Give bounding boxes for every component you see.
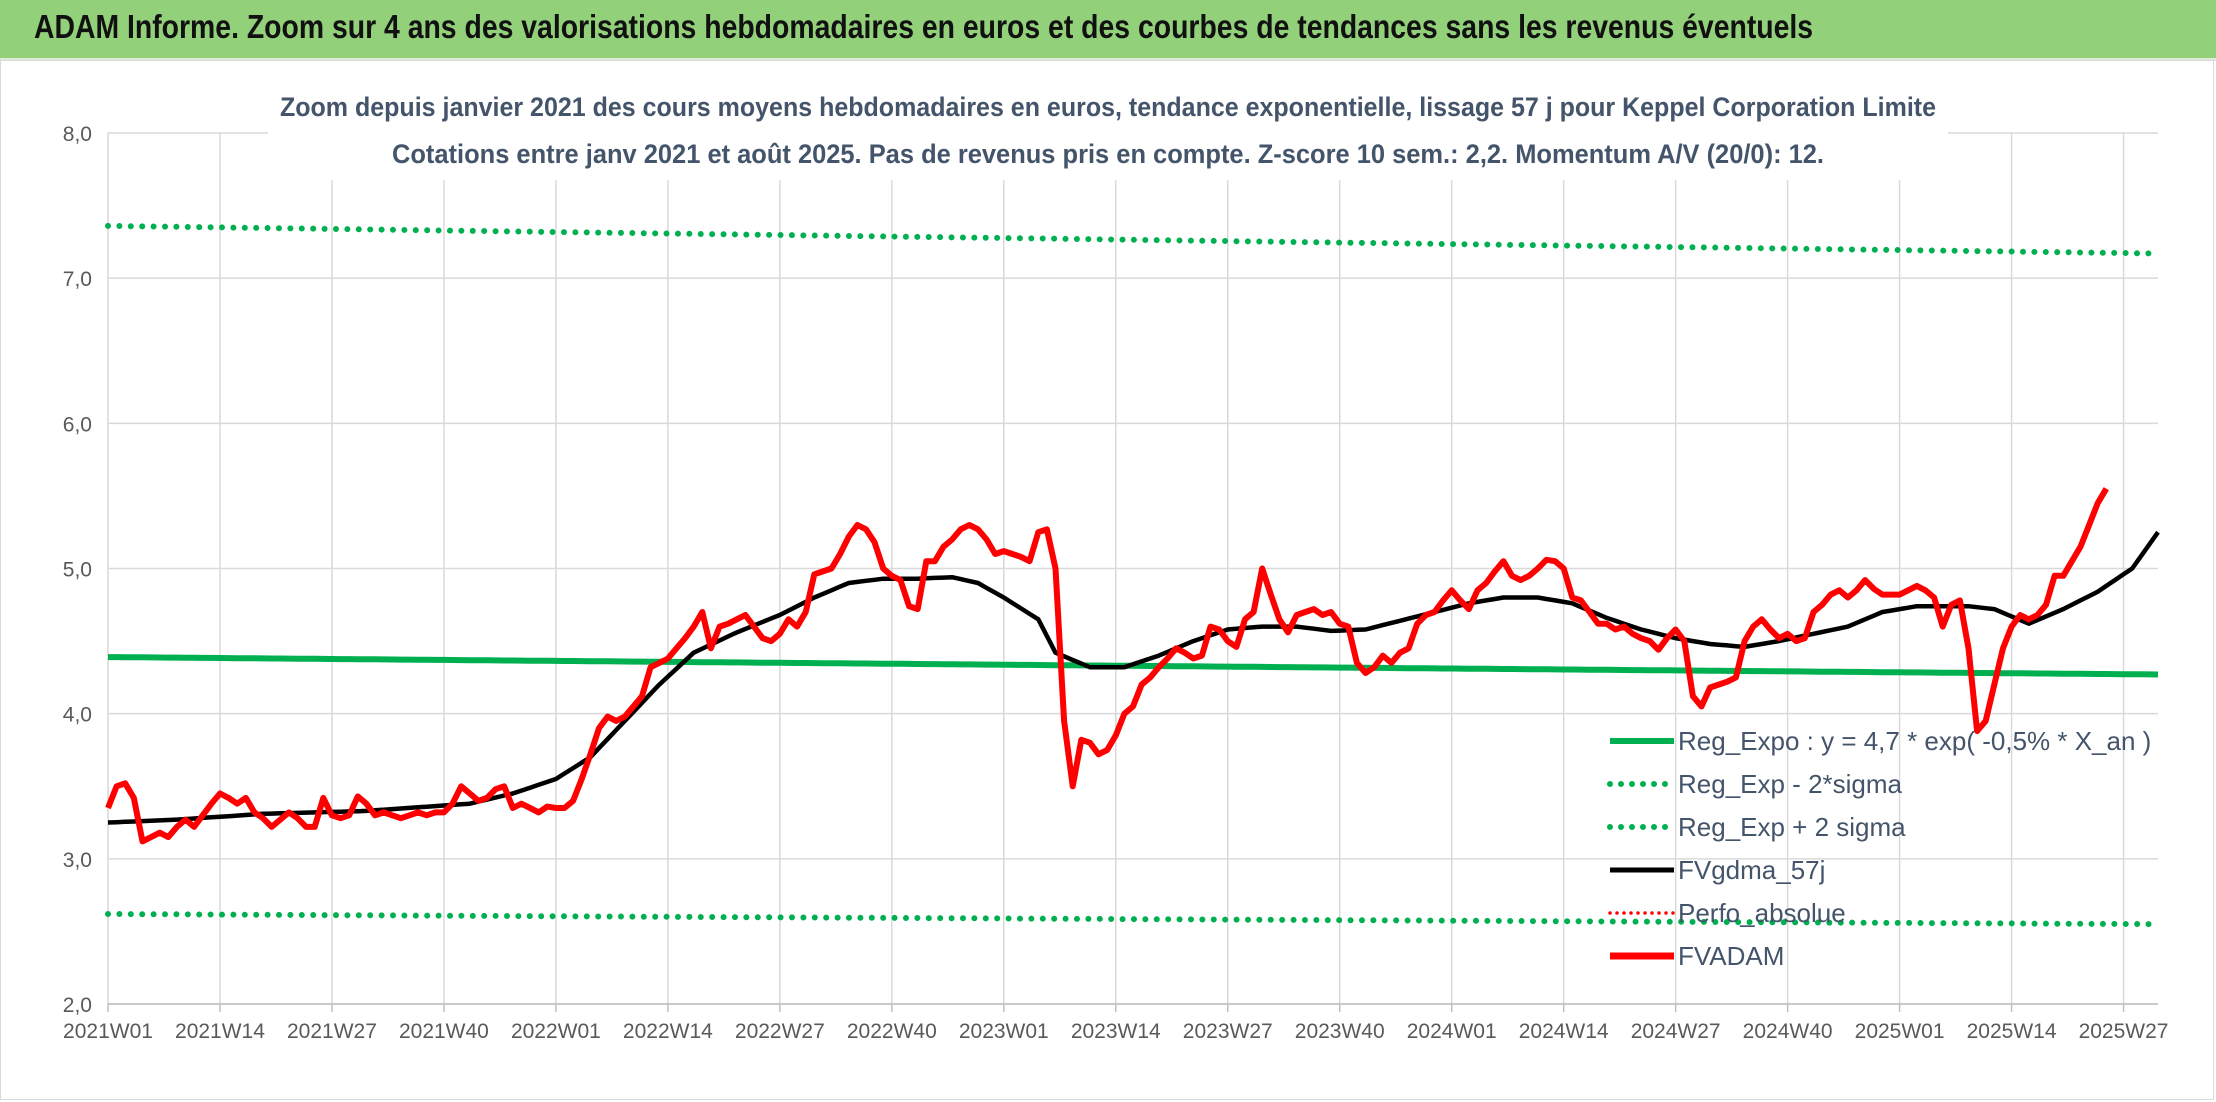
x-tick-label: 2024W27 <box>1631 1020 1721 1043</box>
x-tick-label: 2022W27 <box>735 1020 825 1043</box>
chart-subtitle-line1: Zoom depuis janvier 2021 des cours moyen… <box>280 92 1936 122</box>
legend-label: FVADAM <box>1678 941 1784 971</box>
x-tick-label: 2025W01 <box>1855 1020 1945 1043</box>
y-axis-ticks: 2,0 3,0 4,0 5,0 6,0 7,0 8,0 <box>63 123 92 1017</box>
x-tick-label: 2024W14 <box>1519 1020 1609 1043</box>
y-tick-label: 7,0 <box>63 268 92 291</box>
x-tick-label: 2021W27 <box>287 1020 377 1043</box>
legend-label: Reg_Expo : y = 4,7 * exp( -0,5% * X_an ) <box>1678 726 2151 756</box>
y-tick-label: 8,0 <box>63 123 92 146</box>
y-tick-label: 5,0 <box>63 559 92 582</box>
x-tick-label: 2023W40 <box>1295 1020 1385 1043</box>
legend-label: Perfo_absolue <box>1678 898 1846 928</box>
grid-lines <box>107 132 2158 1012</box>
x-tick-label: 2025W27 <box>2079 1020 2169 1043</box>
x-tick-label: 2022W40 <box>847 1020 937 1043</box>
report-title: ADAM Informe. Zoom sur 4 ans des valoris… <box>34 8 1814 45</box>
subtitle-background <box>268 84 1948 180</box>
y-tick-label: 3,0 <box>63 849 92 872</box>
legend-label: Reg_Exp + 2 sigma <box>1678 812 1906 842</box>
x-tick-label: 2021W01 <box>63 1020 153 1043</box>
legend: Reg_Expo : y = 4,7 * exp( -0,5% * X_an )… <box>1607 726 2151 971</box>
x-tick-label: 2024W01 <box>1407 1020 1497 1043</box>
x-tick-label: 2022W14 <box>623 1020 713 1043</box>
chart-subtitle-line2: Cotations entre janv 2021 et août 2025. … <box>392 139 1824 169</box>
chart-frame <box>0 60 2214 1100</box>
y-tick-label: 4,0 <box>63 704 92 727</box>
x-tick-label: 2021W40 <box>399 1020 489 1043</box>
x-tick-label: 2021W14 <box>175 1020 265 1043</box>
legend-label: Reg_Exp - 2*sigma <box>1678 769 1903 799</box>
x-tick-label: 2022W01 <box>511 1020 601 1043</box>
x-axis-ticks: 2021W01 2021W14 2021W27 2021W40 2022W01 2022W… <box>63 1020 2168 1043</box>
x-tick-label: 2023W14 <box>1071 1020 1161 1043</box>
x-tick-label: 2023W01 <box>959 1020 1049 1043</box>
title-banner: ADAM Informe. Zoom sur 4 ans des valoris… <box>0 0 2216 61</box>
series-group <box>105 222 2161 928</box>
legend-label: FVgdma_57j <box>1678 855 1825 885</box>
series-fvadam <box>105 487 2109 845</box>
x-tick-label: 2024W40 <box>1743 1020 1833 1043</box>
series-reg-exp-minus-2-sigma <box>105 911 2161 928</box>
y-tick-label: 2,0 <box>63 994 92 1017</box>
x-tick-label: 2025W14 <box>1967 1020 2057 1043</box>
series-reg-exp-plus-2-sigma <box>105 222 2161 257</box>
x-tick-label: 2023W27 <box>1183 1020 1273 1043</box>
y-tick-label: 6,0 <box>63 413 92 436</box>
